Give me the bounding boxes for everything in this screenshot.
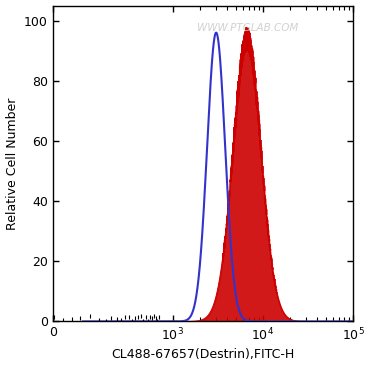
Y-axis label: Relative Cell Number: Relative Cell Number bbox=[6, 97, 18, 230]
X-axis label: CL488-67657(Destrin),FITC-H: CL488-67657(Destrin),FITC-H bbox=[111, 348, 295, 361]
Text: WWW.PTGLAB.COM: WWW.PTGLAB.COM bbox=[197, 23, 299, 33]
